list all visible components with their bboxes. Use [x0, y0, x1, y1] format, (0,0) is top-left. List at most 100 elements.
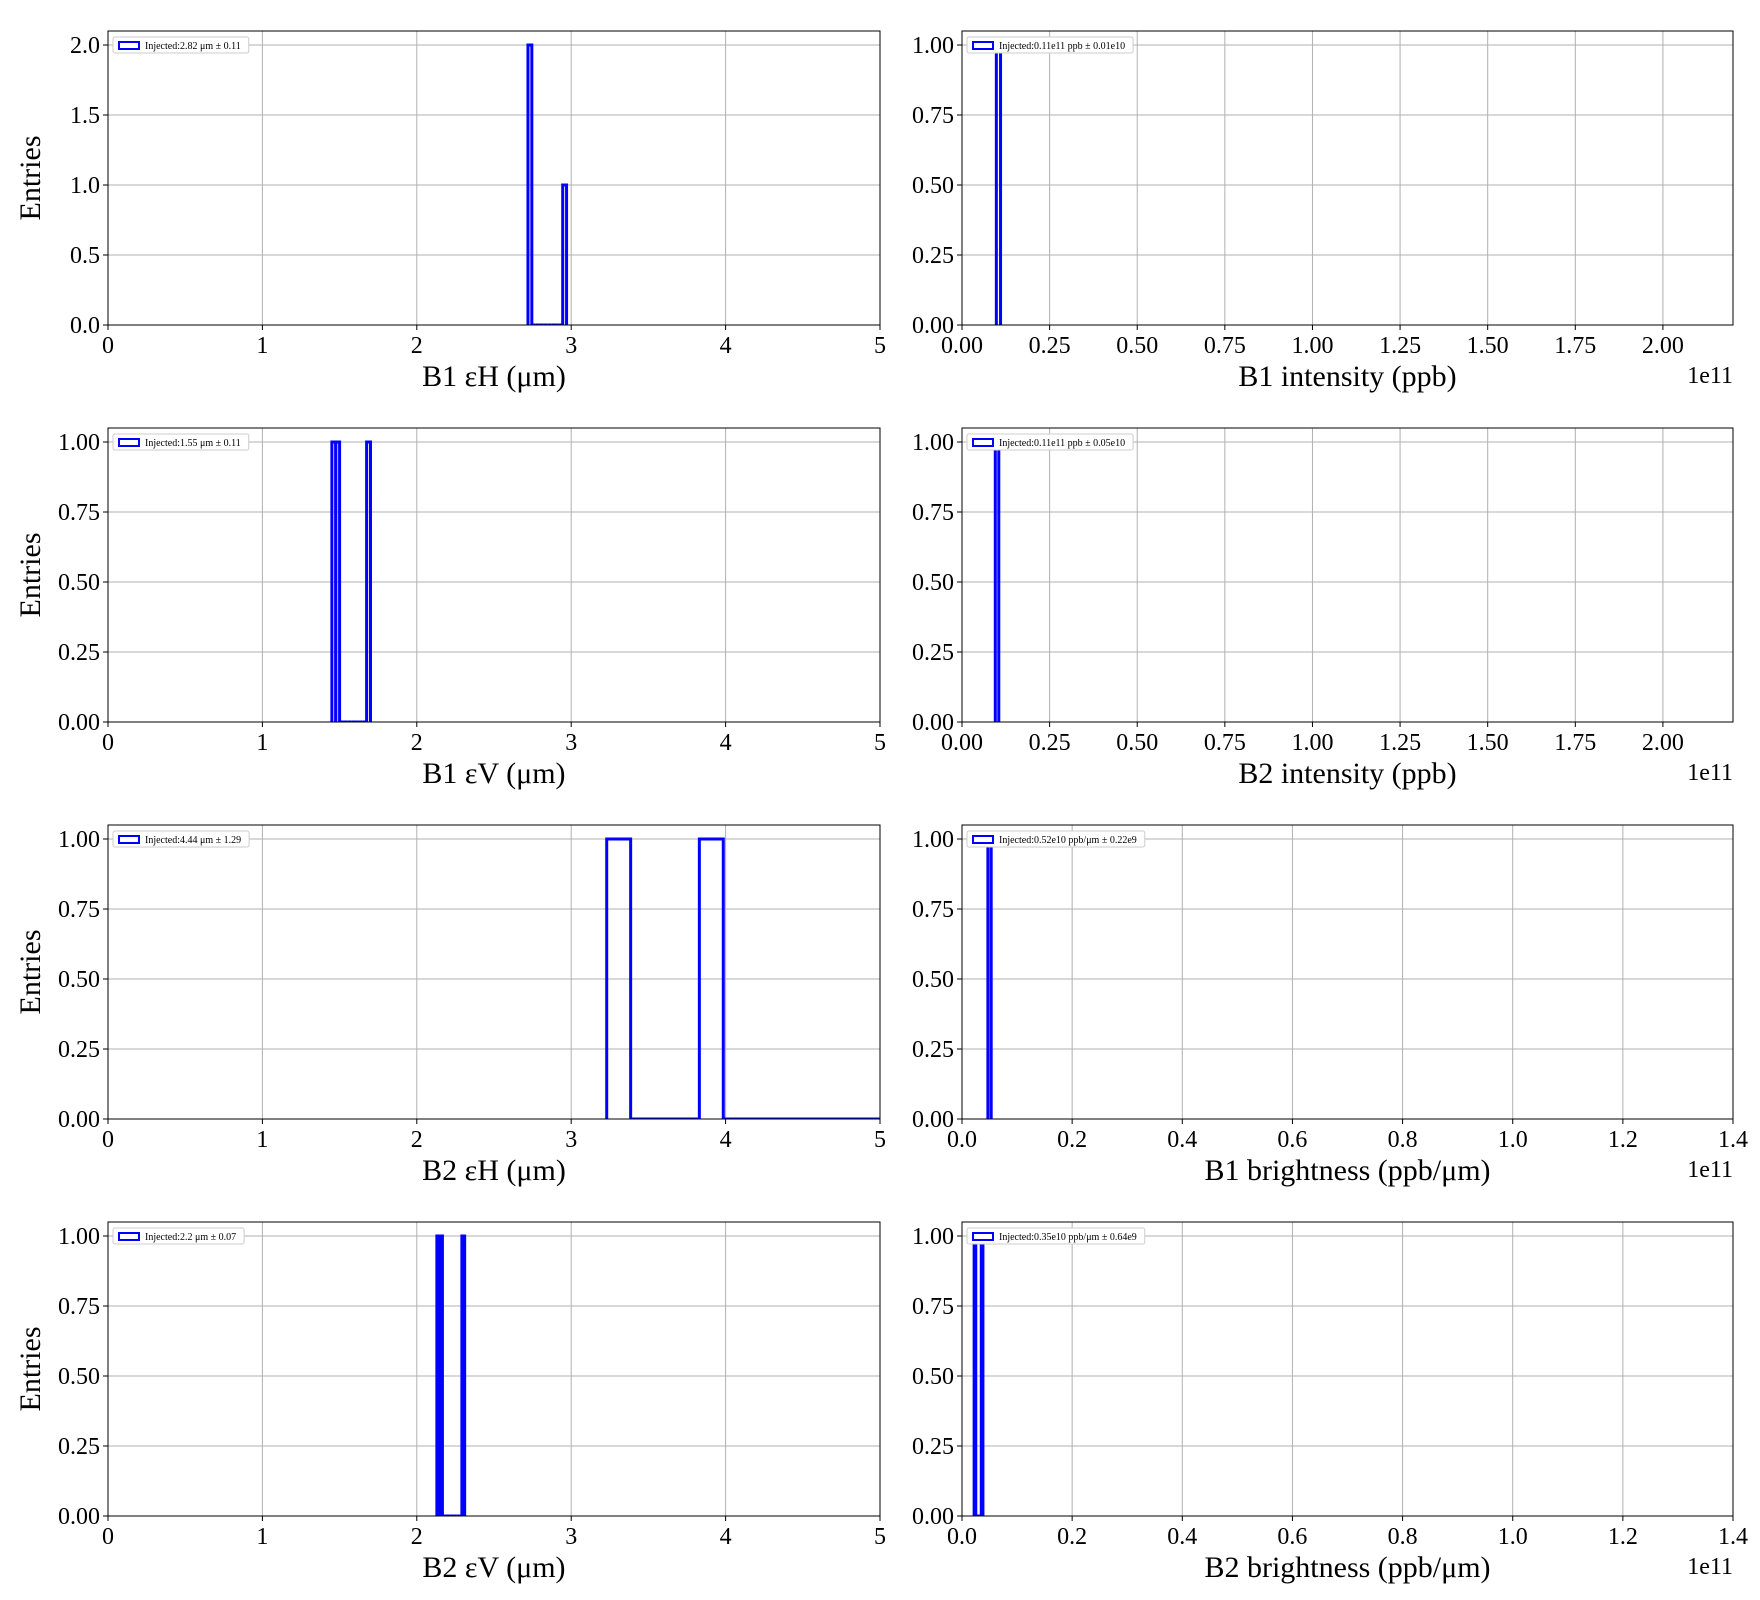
y-tick-label: 0.75	[912, 1294, 954, 1320]
y-tick-label: 1.0	[70, 173, 100, 199]
x-tick-label: 0.0	[947, 1524, 977, 1550]
x-tick-label: 4	[720, 1524, 732, 1550]
legend-box	[112, 36, 250, 54]
y-tick-label: 0.75	[58, 897, 100, 923]
x-tick-label: 0.4	[1167, 1127, 1197, 1153]
histogram-bin	[334, 440, 342, 722]
x-tick-label: 4	[720, 1127, 732, 1153]
x-tick-label: 5	[874, 1524, 886, 1550]
x-tick-label: 3	[565, 1127, 577, 1153]
legend-box	[112, 433, 250, 451]
x-tick-label: 0.75	[1204, 333, 1246, 359]
x-tick-label: 0.2	[1057, 1524, 1087, 1550]
x-tick-label: 1.00	[1291, 333, 1333, 359]
x-tick-label: 0.8	[1388, 1524, 1418, 1550]
x-tick-label: 0.4	[1167, 1524, 1197, 1550]
x-tick-label: 0	[102, 333, 114, 359]
legend-label: Injected:0.52e10 ppb/μm ± 0.22e9	[999, 835, 1137, 846]
x-axis-label: B2 εV (μm)	[422, 1551, 565, 1584]
histogram-bin	[438, 1234, 444, 1516]
axes-frame	[107, 824, 881, 1120]
x-tick-label: 0	[102, 730, 114, 756]
x-tick-label: 2.00	[1642, 333, 1684, 359]
y-tick-label: 0.75	[912, 897, 954, 923]
x-tick-label: 1	[256, 333, 268, 359]
x-tick-label: 0.50	[1116, 333, 1158, 359]
y-tick-label: 0.00	[58, 1504, 100, 1530]
x-axis-label: B2 intensity (ppb)	[1238, 757, 1456, 790]
x-tick-label: 1.0	[1498, 1127, 1528, 1153]
x-tick-label: 3	[565, 1524, 577, 1550]
y-tick-label: 0.00	[912, 1107, 954, 1133]
subplot: 0.00 0.25 0.50 0.75 1.00 1.25 1.50 1.75 2.00 0.00…	[912, 427, 1734, 790]
subplot: 0 1 2 3 4 5 0.00 0.25 0.50 0.75 1.00 Injected:1.55 …	[14, 427, 886, 790]
y-tick-label: 0.50	[58, 570, 100, 596]
x-axis-label: B2 εH (μm)	[422, 1154, 566, 1187]
x-tick-label: 1.4	[1718, 1127, 1748, 1153]
y-tick-label: 0.50	[912, 570, 954, 596]
histogram-bin	[697, 837, 725, 1119]
legend-label: Injected:4.44 μm ± 1.29	[145, 835, 241, 846]
y-tick-label: 0.75	[58, 500, 100, 526]
legend-swatch	[972, 1232, 994, 1241]
histogram-bin	[526, 43, 534, 325]
y-tick-label: 0.50	[912, 1364, 954, 1390]
x-tick-label: 0.50	[1116, 730, 1158, 756]
x-axis-label: B1 εV (μm)	[422, 757, 565, 790]
y-tick-label: 0.75	[912, 500, 954, 526]
x-tick-label: 1.25	[1379, 333, 1421, 359]
x-tick-label: 5	[874, 333, 886, 359]
y-axis-label: Entries	[14, 1327, 47, 1412]
legend-label: Injected:0.35e10 ppb/μm ± 0.64e9	[999, 1232, 1137, 1243]
y-axis-label: Entries	[14, 930, 47, 1015]
y-tick-label: 1.00	[58, 827, 100, 853]
x-offset-label: 1e11	[1687, 363, 1733, 389]
x-axis-label: B1 intensity (ppb)	[1238, 360, 1456, 393]
y-tick-label: 0.25	[58, 1037, 100, 1063]
x-tick-label: 1.50	[1467, 730, 1509, 756]
x-tick-label: 2	[411, 730, 423, 756]
x-tick-label: 0.25	[1029, 730, 1071, 756]
y-tick-label: 0.25	[912, 243, 954, 269]
y-tick-label: 1.00	[912, 33, 954, 59]
y-tick-label: 0.50	[912, 967, 954, 993]
x-tick-label: 1.4	[1718, 1524, 1748, 1550]
x-tick-label: 0.6	[1277, 1524, 1307, 1550]
y-tick-label: 0.50	[58, 1364, 100, 1390]
histogram-bin	[605, 837, 633, 1119]
y-tick-label: 0.75	[58, 1294, 100, 1320]
x-tick-label: 4	[720, 730, 732, 756]
y-tick-label: 1.00	[58, 430, 100, 456]
x-tick-label: 0.25	[1029, 333, 1071, 359]
legend-swatch	[118, 41, 140, 50]
axes-frame	[961, 30, 1734, 326]
histogram-bin	[972, 1234, 978, 1516]
legend-label: Injected:0.11e11 ppb ± 0.05e10	[999, 438, 1125, 449]
x-tick-label: 4	[720, 333, 732, 359]
x-tick-label: 0.75	[1204, 730, 1246, 756]
legend-label: Injected:0.11e11 ppb ± 0.01e10	[999, 41, 1125, 52]
x-axis-label: B1 brightness (ppb/μm)	[1204, 1154, 1490, 1187]
x-tick-label: 5	[874, 1127, 886, 1153]
y-tick-label: 0.00	[912, 1504, 954, 1530]
subplot: 0 1 2 3 4 5 0.00 0.25 0.50 0.75 1.00 Injected:4.44 …	[14, 824, 886, 1187]
y-tick-label: 0.25	[912, 640, 954, 666]
legend-swatch	[118, 438, 140, 447]
subplot: 0 1 2 3 4 5 0.00 0.25 0.50 0.75 1.00 Injected:2.2 μ…	[14, 1221, 886, 1584]
axes-frame	[107, 1221, 881, 1517]
legend-box	[966, 36, 1134, 54]
legend-swatch	[972, 835, 994, 844]
legend-box	[112, 1227, 245, 1245]
x-tick-label: 2	[411, 333, 423, 359]
x-tick-label: 1.25	[1379, 730, 1421, 756]
x-tick-label: 0.6	[1277, 1127, 1307, 1153]
y-tick-label: 1.5	[70, 103, 100, 129]
legend-box	[966, 1227, 1146, 1245]
axes-frame	[107, 427, 881, 723]
y-tick-label: 0.5	[70, 243, 100, 269]
axes-frame	[961, 824, 1734, 1120]
y-tick-label: 1.00	[58, 1224, 100, 1250]
y-tick-label: 0.50	[912, 173, 954, 199]
x-tick-label: 0	[102, 1127, 114, 1153]
